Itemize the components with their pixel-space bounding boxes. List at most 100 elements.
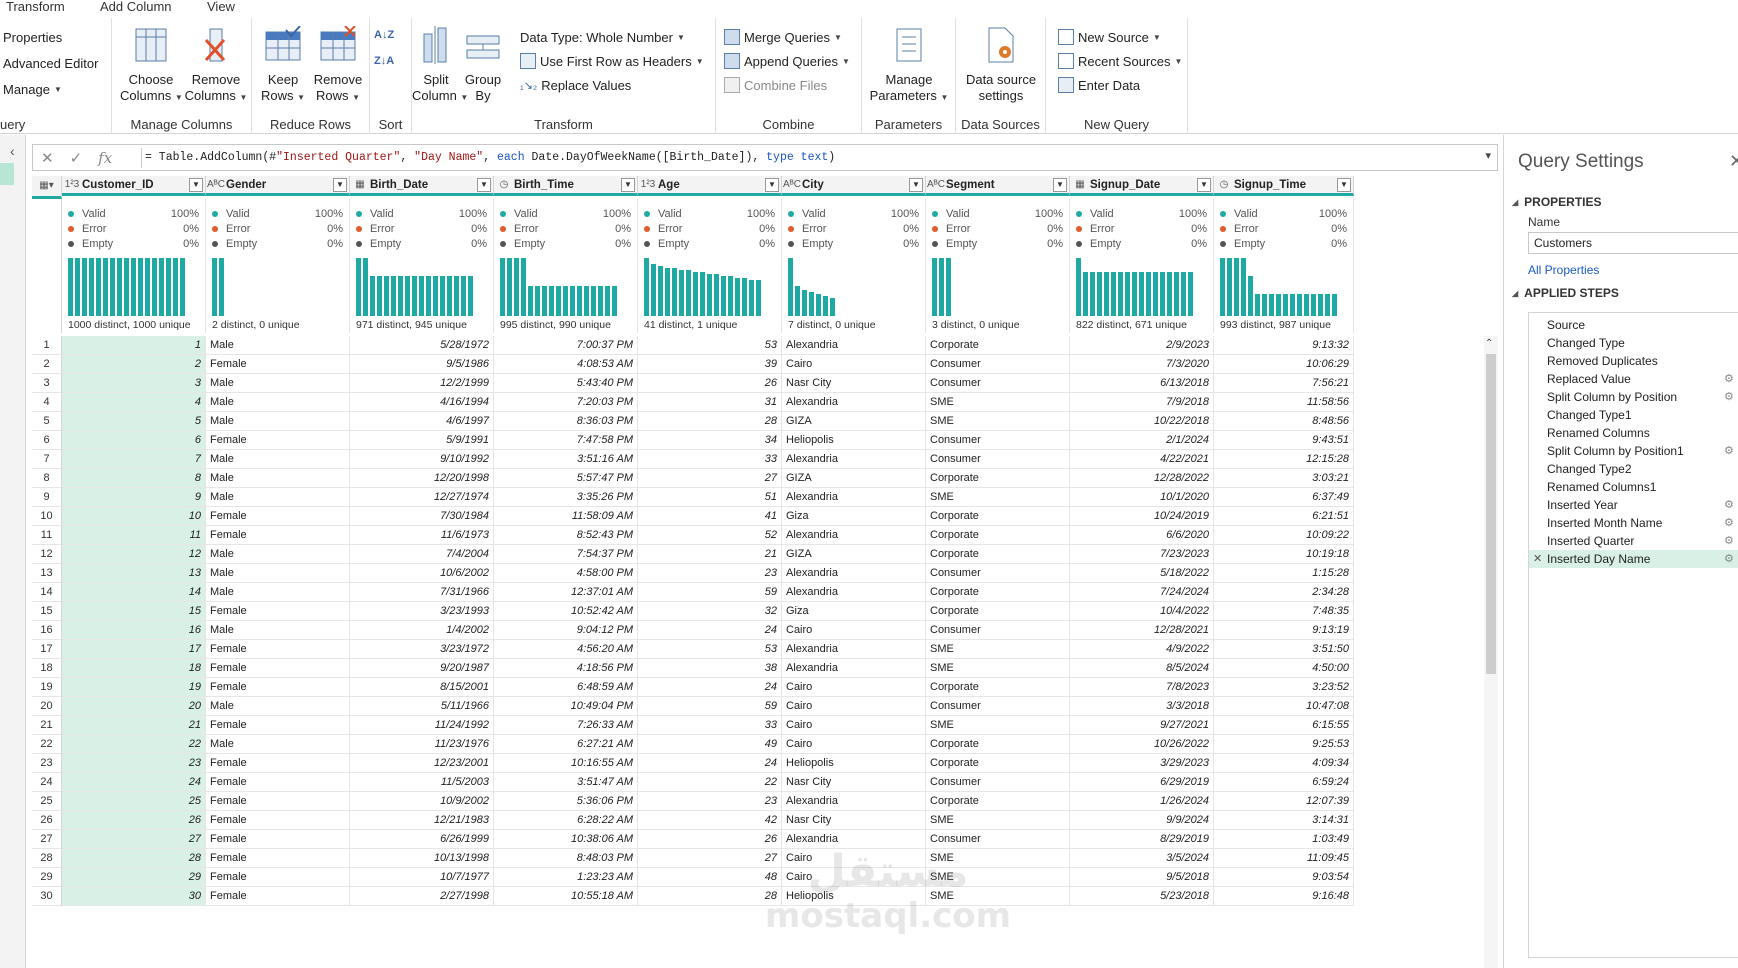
table-cell[interactable]: 41 xyxy=(638,507,782,526)
table-cell[interactable]: 3:51:47 AM xyxy=(494,773,638,792)
manage-parameters-button[interactable]: Manage Parameters ▼ xyxy=(864,26,954,106)
new-source-button[interactable]: New Source ▼ xyxy=(1058,26,1161,48)
row-number[interactable]: 18 xyxy=(32,659,62,678)
table-cell[interactable]: 3/23/1972 xyxy=(350,640,494,659)
table-cell[interactable]: 29 xyxy=(62,868,206,887)
applied-step[interactable]: Changed Type2 xyxy=(1529,460,1738,478)
merge-queries-button[interactable]: Merge Queries ▼ xyxy=(724,26,842,48)
tab-view[interactable]: View xyxy=(207,0,235,14)
table-cell[interactable]: 3:14:31 xyxy=(1214,811,1354,830)
table-cell[interactable]: Giza xyxy=(782,507,926,526)
table-cell[interactable]: 11:58:56 xyxy=(1214,393,1354,412)
table-cell[interactable]: Male xyxy=(206,488,350,507)
table-cell[interactable]: 9:43:51 xyxy=(1214,431,1354,450)
table-cell[interactable]: Male xyxy=(206,393,350,412)
table-cell[interactable]: 6/29/2019 xyxy=(1070,773,1214,792)
column-header-birth_date[interactable]: ▦ Birth_Date ▼ xyxy=(350,176,494,196)
table-cell[interactable]: 10/1/2020 xyxy=(1070,488,1214,507)
table-cell[interactable]: 9:04:12 PM xyxy=(494,621,638,640)
table-cell[interactable]: 51 xyxy=(638,488,782,507)
table-cell[interactable]: Consumer xyxy=(926,564,1070,583)
row-number[interactable]: 14 xyxy=(32,583,62,602)
table-cell[interactable]: 14 xyxy=(62,583,206,602)
column-header-signup_time[interactable]: ◷ Signup_Time ▼ xyxy=(1214,176,1354,196)
table-cell[interactable]: 11/23/1976 xyxy=(350,735,494,754)
table-cell[interactable]: 6:15:55 xyxy=(1214,716,1354,735)
applied-step[interactable]: Inserted Quarter ⚙ xyxy=(1529,532,1738,550)
table-cell[interactable]: Nasr City xyxy=(782,773,926,792)
close-icon[interactable]: ✕ xyxy=(1729,151,1738,171)
table-cell[interactable]: 12/27/1974 xyxy=(350,488,494,507)
table-cell[interactable]: Cairo xyxy=(782,697,926,716)
tab-transform[interactable]: Transform xyxy=(6,0,65,14)
table-cell[interactable]: 24 xyxy=(638,754,782,773)
table-cell[interactable]: 16 xyxy=(62,621,206,640)
table-cell[interactable]: 2/1/2024 xyxy=(1070,431,1214,450)
applied-step[interactable]: ✕ Inserted Day Name ⚙ xyxy=(1529,550,1738,568)
table-cell[interactable]: 6/13/2018 xyxy=(1070,374,1214,393)
table-cell[interactable]: 7:47:58 PM xyxy=(494,431,638,450)
row-number[interactable]: 3 xyxy=(32,374,62,393)
table-cell[interactable]: 4/6/1997 xyxy=(350,412,494,431)
table-cell[interactable]: 10:09:22 xyxy=(1214,526,1354,545)
table-cell[interactable]: 27 xyxy=(638,469,782,488)
table-cell[interactable]: 11 xyxy=(62,526,206,545)
filter-dropdown-icon[interactable]: ▼ xyxy=(333,177,347,192)
table-cell[interactable]: 9/5/1986 xyxy=(350,355,494,374)
row-number[interactable]: 25 xyxy=(32,792,62,811)
table-cell[interactable]: 12 xyxy=(62,545,206,564)
table-cell[interactable]: 12/20/1998 xyxy=(350,469,494,488)
table-cell[interactable]: SME xyxy=(926,716,1070,735)
row-number[interactable]: 11 xyxy=(32,526,62,545)
table-cell[interactable]: 3:03:21 xyxy=(1214,469,1354,488)
table-cell[interactable]: 5/23/2018 xyxy=(1070,887,1214,906)
table-cell[interactable]: GIZA xyxy=(782,545,926,564)
row-number[interactable]: 10 xyxy=(32,507,62,526)
use-first-row-button[interactable]: Use First Row as Headers ▼ xyxy=(520,50,704,72)
split-column-button[interactable]: Split Column ▼ xyxy=(412,26,468,106)
table-cell[interactable]: Heliopolis xyxy=(782,431,926,450)
cancel-icon[interactable]: ✕ xyxy=(41,150,54,167)
table-cell[interactable]: Consumer xyxy=(926,621,1070,640)
table-cell[interactable]: 9/10/1992 xyxy=(350,450,494,469)
table-cell[interactable]: 10/9/2002 xyxy=(350,792,494,811)
table-cell[interactable]: 9/20/1987 xyxy=(350,659,494,678)
combine-files-button[interactable]: Combine Files xyxy=(724,74,827,96)
expand-formula-icon[interactable]: ▾ xyxy=(1485,150,1491,162)
filter-dropdown-icon[interactable]: ▼ xyxy=(909,177,923,192)
table-cell[interactable]: 39 xyxy=(638,355,782,374)
table-cell[interactable]: 8:36:03 PM xyxy=(494,412,638,431)
table-cell[interactable]: Male xyxy=(206,374,350,393)
table-cell[interactable]: 13 xyxy=(62,564,206,583)
type-icon[interactable]: ▦ xyxy=(1075,179,1085,190)
table-cell[interactable]: 59 xyxy=(638,583,782,602)
table-cell[interactable]: 3:23:52 xyxy=(1214,678,1354,697)
distribution-chart[interactable] xyxy=(356,258,473,316)
gear-icon[interactable]: ⚙ xyxy=(1724,535,1734,547)
table-cell[interactable]: 24 xyxy=(638,621,782,640)
table-cell[interactable]: 5 xyxy=(62,412,206,431)
table-cell[interactable]: Female xyxy=(206,716,350,735)
table-cell[interactable]: 30 xyxy=(62,887,206,906)
table-cell[interactable]: 9:25:53 xyxy=(1214,735,1354,754)
remove-columns-button[interactable]: Remove Columns ▼ xyxy=(184,26,248,106)
type-icon[interactable]: 1²3 xyxy=(64,179,80,190)
table-cell[interactable]: Cairo xyxy=(782,678,926,697)
table-cell[interactable]: 3 xyxy=(62,374,206,393)
row-number[interactable]: 30 xyxy=(32,887,62,906)
table-cell[interactable]: 3/3/2018 xyxy=(1070,697,1214,716)
table-cell[interactable]: Male xyxy=(206,450,350,469)
table-cell[interactable]: 4:18:56 PM xyxy=(494,659,638,678)
table-cell[interactable]: 5:57:47 PM xyxy=(494,469,638,488)
table-cell[interactable]: 33 xyxy=(638,716,782,735)
table-cell[interactable]: 8/5/2024 xyxy=(1070,659,1214,678)
table-cell[interactable]: Cairo xyxy=(782,716,926,735)
table-cell[interactable]: 23 xyxy=(62,754,206,773)
table-cell[interactable]: Cairo xyxy=(782,735,926,754)
table-cell[interactable]: 10:55:18 AM xyxy=(494,887,638,906)
table-cell[interactable]: Female xyxy=(206,507,350,526)
table-cell[interactable]: 10/24/2019 xyxy=(1070,507,1214,526)
table-cell[interactable]: 6:59:24 xyxy=(1214,773,1354,792)
applied-step[interactable]: Inserted Month Name ⚙ xyxy=(1529,514,1738,532)
table-cell[interactable]: 10/26/2022 xyxy=(1070,735,1214,754)
